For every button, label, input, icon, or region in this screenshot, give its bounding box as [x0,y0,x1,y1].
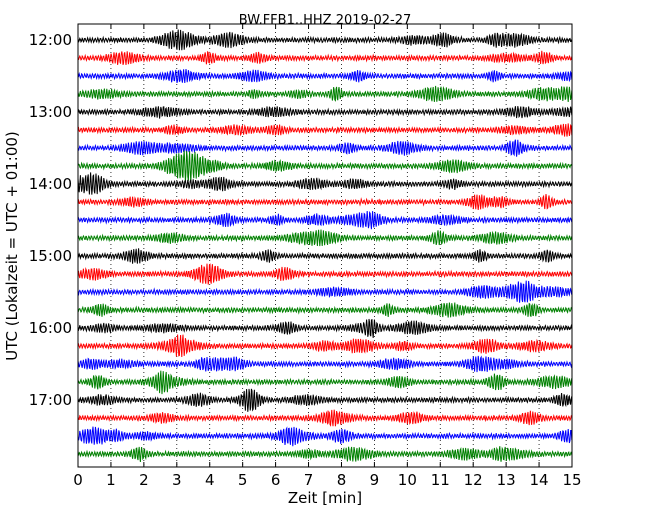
x-tick-label: 2 [139,471,149,489]
x-axis-label: Zeit [min] [288,489,362,507]
x-tick-label: 15 [562,471,581,489]
x-tick-label: 0 [73,471,83,489]
seismic-trace [77,139,573,157]
seismic-trace [77,370,573,395]
seismic-trace [77,355,573,373]
y-tick-label: 16:00 [29,319,72,337]
seismic-trace [77,248,573,264]
seismic-trace [77,318,573,338]
x-tick-label: 11 [431,471,450,489]
x-tick-label: 10 [398,471,417,489]
seismic-trace [77,106,573,119]
y-axis-ticks: 12:00 13:00 14:00 15:00 16:00 17:00 [29,31,572,409]
x-tick-label: 1 [106,471,116,489]
seismic-trace [77,302,573,318]
y-tick-label: 12:00 [29,31,72,49]
x-tick-label: 7 [304,471,314,489]
seismic-trace [77,263,573,285]
seismic-trace [77,426,573,447]
seismic-trace [77,150,573,183]
seismic-trace [77,29,573,51]
seismic-trace [77,50,573,65]
x-tick-label: 3 [172,471,182,489]
seismic-trace [77,211,573,230]
traces [77,29,573,463]
y-tick-label: 13:00 [29,103,72,121]
x-axis-ticks: 0 1 2 3 4 5 6 7 8 9 10 11 12 13 14 15 [73,24,582,489]
seismic-trace [77,68,573,84]
seismic-trace [77,388,573,412]
seismic-trace [77,229,573,247]
seismic-trace [77,446,573,463]
y-tick-label: 15:00 [29,247,72,265]
y-tick-label: 14:00 [29,175,72,193]
seismic-trace [77,334,573,357]
x-tick-label: 12 [464,471,483,489]
x-tick-label: 13 [497,471,516,489]
x-tick-label: 9 [370,471,380,489]
chart-title: BW.FFB1..HHZ 2019-02-27 [239,13,412,28]
y-axis-label: UTC (Lokalzeit = UTC + 01:00) [3,131,21,361]
x-tick-label: 6 [271,471,281,489]
x-tick-label: 5 [238,471,248,489]
x-tick-label: 14 [530,471,549,489]
seismic-trace [77,409,573,427]
plot-frame [77,23,573,468]
seismic-trace [77,123,573,137]
seismic-trace [77,280,573,303]
y-tick-label: 17:00 [29,391,72,409]
x-tick-label: 4 [205,471,215,489]
x-tick-label: 8 [337,471,347,489]
seismic-trace [77,85,573,102]
seismic-trace [77,172,573,195]
seismic-trace [77,193,573,211]
